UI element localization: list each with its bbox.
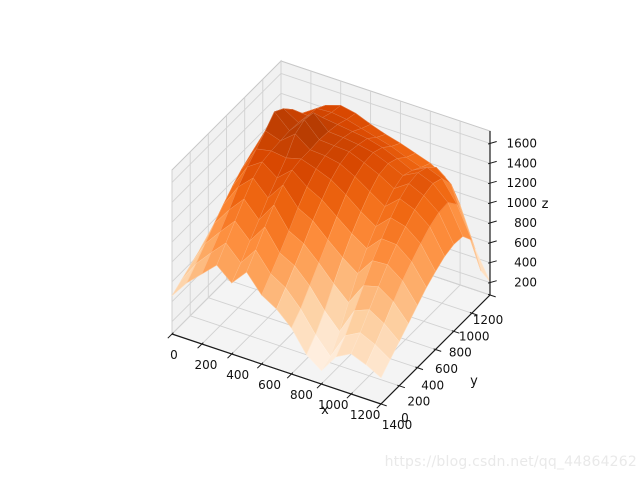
axes: 0200400600800100012001400020040060080010… [167, 131, 549, 432]
tick-mark [487, 141, 497, 145]
y-tick-label: 200 [407, 395, 430, 409]
tick-mark [487, 240, 497, 244]
x-axis-line [171, 333, 382, 405]
y-axis-label: y [470, 374, 478, 389]
tick-mark [487, 280, 497, 284]
surface-facet-edge [246, 249, 271, 296]
tick-mark [316, 382, 324, 389]
tick-mark [487, 293, 496, 298]
z-tick-label: 1600 [506, 136, 537, 150]
z-tick-label: 1000 [506, 196, 537, 210]
tick-mark [415, 366, 424, 371]
surface-facet-edge [365, 344, 391, 379]
tick-mark [167, 332, 174, 339]
tick-mark [433, 348, 442, 352]
tick-mark [487, 160, 497, 165]
surface-facet-edge [276, 287, 301, 329]
z-tick-label: 200 [514, 276, 537, 290]
tick-mark [286, 372, 294, 379]
z-tick-label: 1200 [506, 176, 537, 190]
x-tick-label: 800 [290, 388, 313, 402]
tick-mark [397, 384, 406, 389]
y-tick-label: 800 [449, 346, 472, 360]
y-tick-label: 1000 [459, 329, 490, 343]
grid-line [280, 72, 491, 144]
x-axis-label: x [321, 403, 329, 418]
z-axis-label: z [542, 197, 549, 212]
grid-line [350, 284, 461, 395]
grid-line [171, 92, 282, 203]
tick-mark [227, 352, 234, 359]
tick-mark [487, 260, 497, 264]
z-tick-label: 400 [514, 256, 537, 270]
y-tick-label: 400 [421, 378, 444, 392]
x-tick-label: 1000 [318, 398, 349, 412]
z-tick-label: 1400 [506, 156, 537, 170]
x-tick-label: 1200 [350, 408, 381, 422]
grid-line [171, 112, 282, 223]
tick-mark [487, 200, 497, 205]
grid-line [171, 73, 282, 183]
y-tick-label: 1200 [473, 313, 504, 327]
x-tick-label: 1400 [382, 418, 413, 432]
z-tick-label: 800 [514, 216, 537, 230]
tick-mark [378, 402, 387, 407]
surface-facet [246, 249, 272, 296]
y-tick-label: 600 [435, 362, 458, 376]
grid-line [190, 315, 400, 387]
tick-mark [376, 402, 383, 409]
surface-facet [276, 287, 301, 329]
surface-facet [365, 344, 391, 379]
grid-line [280, 92, 491, 164]
tick-mark [451, 330, 460, 334]
tick-mark [346, 392, 353, 399]
y-tick-label: 0 [401, 411, 409, 425]
watermark: https://blog.csdn.net/qq_44864262 [384, 454, 637, 470]
tick-mark [487, 220, 497, 224]
x-tick-label: 400 [226, 368, 249, 382]
tick-mark [197, 342, 204, 349]
x-tick-label: 0 [170, 348, 178, 362]
tick-mark [469, 312, 478, 316]
tick-mark [256, 362, 264, 369]
surface [171, 105, 491, 379]
x-tick-label: 200 [194, 358, 217, 372]
x-tick-label: 600 [258, 378, 281, 392]
z-tick-label: 600 [514, 236, 537, 250]
tick-mark [487, 180, 497, 185]
